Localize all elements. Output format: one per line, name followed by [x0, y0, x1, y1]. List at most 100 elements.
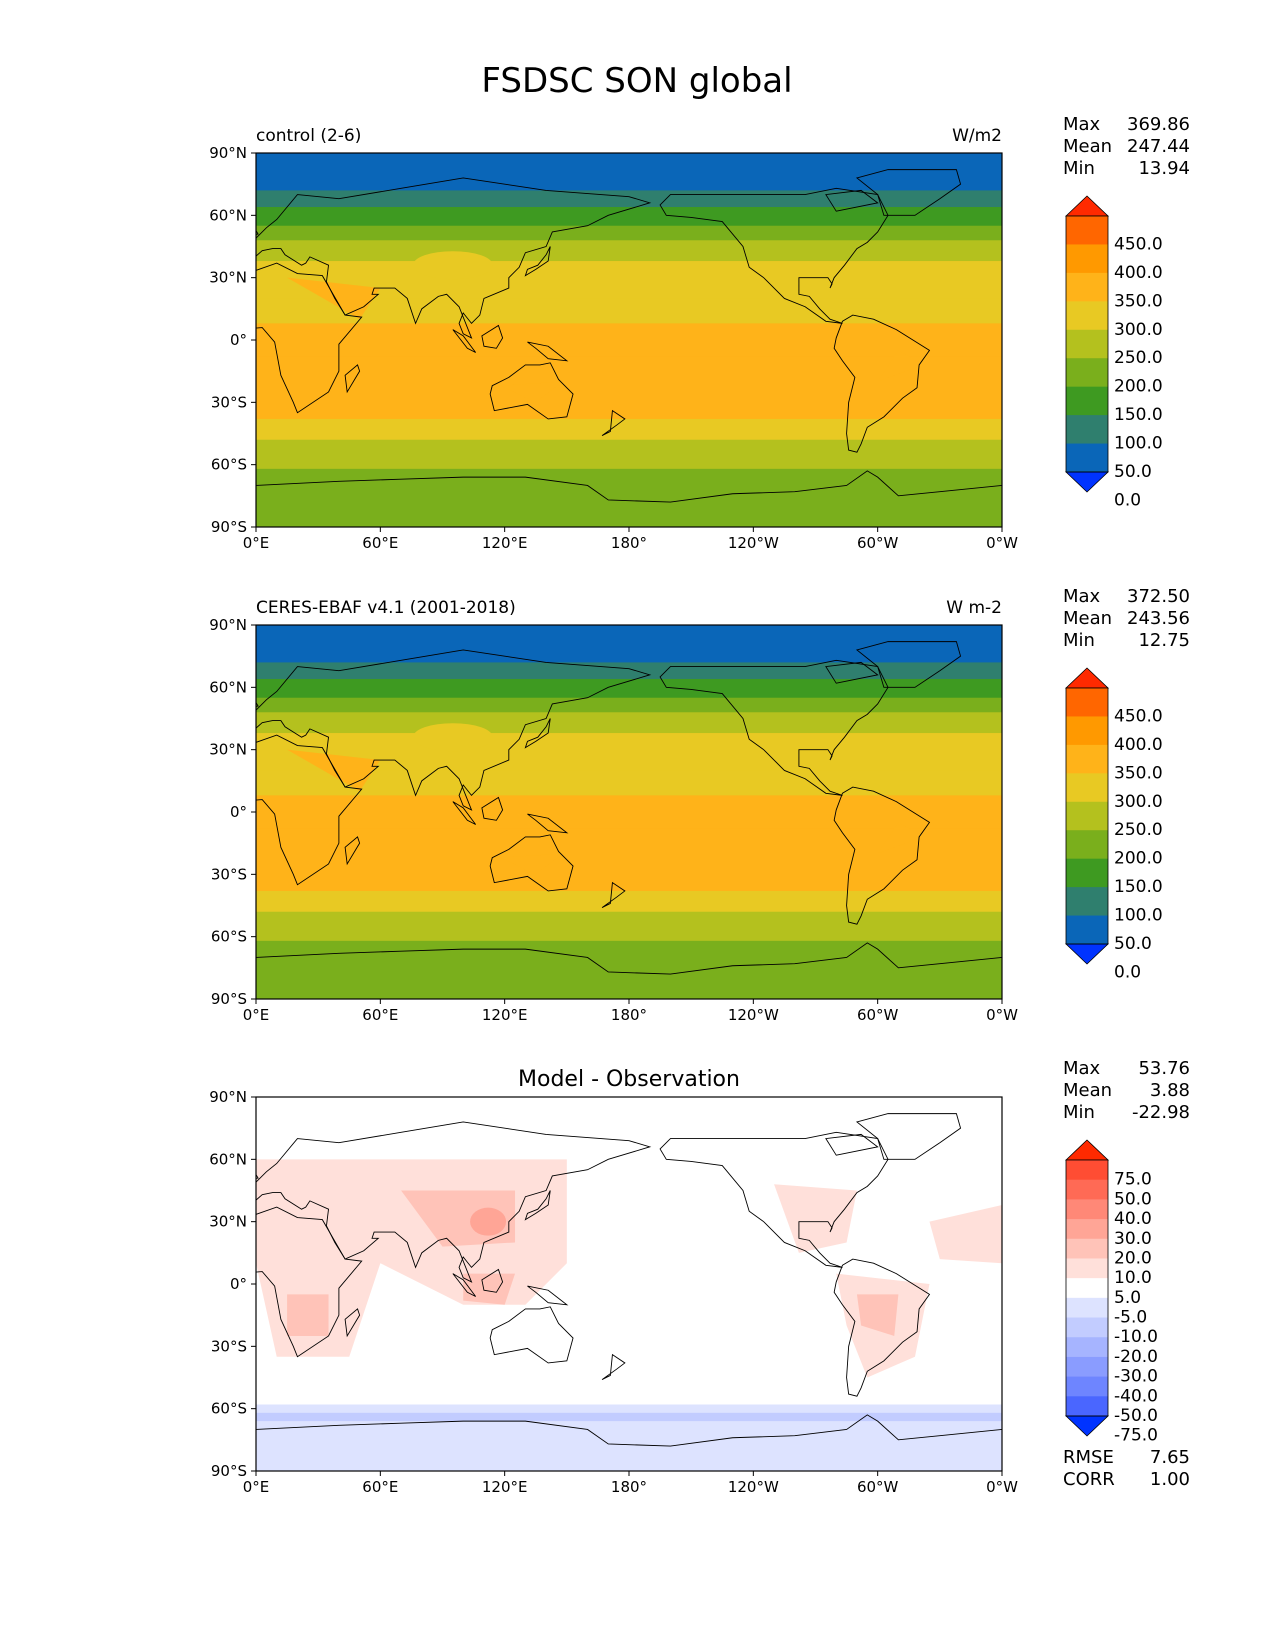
y-tick-label: 60°S: [211, 456, 247, 474]
colorbar-label: 50.0: [1114, 934, 1152, 954]
coastline-eurasia: [256, 1121, 652, 1283]
x-tick-label: 120°W: [728, 1478, 779, 1496]
colorbar-label: 30.0: [1114, 1229, 1152, 1249]
colorbar-segment: [1066, 1376, 1108, 1397]
y-tick-label: 60°N: [209, 678, 247, 696]
colorbar-segment: [1066, 887, 1108, 917]
colorbar-extend-max: [1065, 1139, 1109, 1161]
x-tick-label: 0°E: [243, 1006, 270, 1024]
coastline-eurasia: [256, 649, 652, 811]
stat-label: Min: [1063, 630, 1095, 651]
x-tick-label: 120°W: [728, 1006, 779, 1024]
field-patch: [877, 822, 924, 854]
field-band: [256, 969, 1002, 999]
panel-center-title: Model - Observation: [518, 1067, 740, 1092]
x-tick-label: 180°: [611, 1478, 647, 1496]
x-tick-label: 60°E: [362, 534, 398, 552]
colorbar-segment: [1066, 358, 1108, 388]
coastline-sumatra: [452, 329, 477, 353]
colorbar-extend-min: [1065, 943, 1109, 965]
colorbar-segment: [1066, 801, 1108, 831]
x-tick-label: 0°W: [986, 1478, 1018, 1496]
colorbar-label: -75.0: [1114, 1426, 1158, 1446]
colorbar-segment: [1066, 744, 1108, 774]
x-tick-label: 120°E: [482, 1006, 528, 1024]
coastline-samerica: [833, 1258, 931, 1397]
field-patch: [287, 277, 381, 320]
colorbar-label: -20.0: [1114, 1347, 1158, 1367]
colorbar-frame: [1065, 215, 1109, 473]
x-tick-label: 60°E: [362, 1478, 398, 1496]
field-band: [256, 350, 1002, 420]
colorbar-label: 400.0: [1114, 263, 1163, 283]
y-tick-label: 0°: [230, 803, 247, 821]
x-tick-label: 180°: [611, 1006, 647, 1024]
y-tick-label: 90°N: [209, 616, 247, 634]
field-patch: [412, 251, 493, 280]
colorbar-segment: [1066, 216, 1108, 246]
field-band: [256, 890, 1002, 913]
coastline-australia: [489, 362, 574, 420]
coastline-antarctica: [256, 470, 1002, 527]
colorbar-label: 450.0: [1114, 706, 1163, 726]
coastline-madagascar: [344, 364, 361, 394]
colorbar-label: 0.0: [1114, 490, 1141, 510]
bottom-stat-label: CORR: [1063, 1469, 1115, 1490]
stat-label: Mean: [1063, 608, 1112, 629]
coastline-eurasia: [256, 177, 652, 339]
field-band: [256, 418, 1002, 441]
stat-label: Max: [1063, 1058, 1101, 1079]
field-band: [256, 697, 1002, 713]
stat-value: -22.98: [1132, 1102, 1190, 1123]
x-tick-label: 180°: [611, 534, 647, 552]
field-band: [256, 153, 1002, 191]
colorbar-segment: [1066, 858, 1108, 888]
y-tick-label: 30°N: [209, 741, 247, 759]
field-patch: [774, 1184, 857, 1253]
colorbar-segment: [1066, 716, 1108, 746]
x-tick-label: 120°E: [482, 534, 528, 552]
coastline-antarctica: [256, 942, 1002, 999]
coastline-nz: [601, 1353, 626, 1380]
field-patch: [470, 1207, 507, 1236]
colorbar-label: 400.0: [1114, 735, 1163, 755]
field-patch: [287, 1294, 329, 1336]
coastline-nz: [601, 881, 626, 908]
coastline-borneo: [481, 796, 504, 821]
field-band: [256, 679, 1002, 699]
field-band: [256, 225, 1002, 241]
y-tick-label: 60°N: [209, 1150, 247, 1168]
coastline-samerica: [833, 786, 931, 925]
coastline-madagascar: [344, 836, 361, 866]
coastline-greenland: [855, 169, 962, 216]
panels: 0°E 60°E 120°E 180° 120°W 60°W 0°W 90°N 60°N 30°N…: [209, 114, 1190, 1496]
field-band: [256, 497, 1002, 527]
colorbar-label: 10.0: [1114, 1268, 1152, 1288]
colorbar-frame: [1065, 1159, 1109, 1417]
coastline-baffin: [825, 661, 879, 684]
x-tick-label: 120°W: [728, 534, 779, 552]
colorbar-segment: [1066, 915, 1108, 945]
stat-value: 12.75: [1138, 630, 1190, 651]
field-band: [256, 207, 1002, 227]
colorbar-segment: [1066, 1219, 1108, 1240]
y-tick-label: 90°S: [211, 990, 247, 1008]
colorbar-segment: [1066, 1179, 1108, 1200]
panel-left-title: control (2-6): [256, 126, 361, 146]
colorbar-label: 200.0: [1114, 849, 1163, 869]
colorbar-segment: [1066, 1317, 1108, 1338]
field-band: [256, 190, 1002, 208]
colorbar-segment: [1066, 773, 1108, 803]
stat-label: Mean: [1063, 1080, 1112, 1101]
colorbar-label: 50.0: [1114, 1189, 1152, 1209]
panel-left-title: CERES-EBAF v4.1 (2001-2018): [256, 598, 516, 618]
stat-label: Min: [1063, 1102, 1095, 1123]
y-tick-label: 90°N: [209, 1088, 247, 1106]
field-band: [256, 261, 1002, 299]
colorbar-segment: [1066, 830, 1108, 860]
y-tick-label: 30°S: [211, 865, 247, 883]
coastline-samerica: [833, 314, 931, 453]
coastline-antarctica: [256, 1414, 1002, 1471]
colorbar-label: 450.0: [1114, 234, 1163, 254]
colorbar-label: 300.0: [1114, 792, 1163, 812]
